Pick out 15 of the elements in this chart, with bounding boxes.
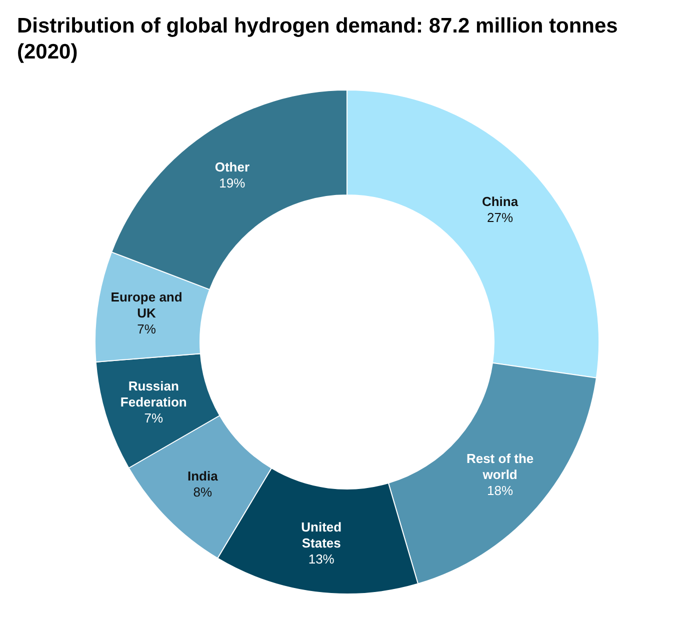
- slice-label: Russian Federation: [120, 378, 187, 410]
- slice-label: India: [188, 468, 219, 484]
- chart-title: Distribution of global hydrogen demand: 87.2 million tonnes (2020): [17, 14, 624, 64]
- slice-label: Europe and UK: [110, 290, 182, 321]
- slice-label: China: [482, 194, 519, 209]
- slice-label: United States: [301, 519, 342, 550]
- data-label: 19%: [219, 176, 246, 191]
- data-label: 27%: [487, 210, 514, 225]
- data-label: 7%: [144, 410, 164, 426]
- data-label: 18%: [487, 483, 514, 498]
- data-label: 13%: [308, 551, 335, 566]
- data-label: 7%: [137, 322, 156, 337]
- data-label: 8%: [193, 484, 213, 500]
- slice-label: Rest of the world: [466, 451, 534, 482]
- slice-label: Other: [214, 160, 250, 175]
